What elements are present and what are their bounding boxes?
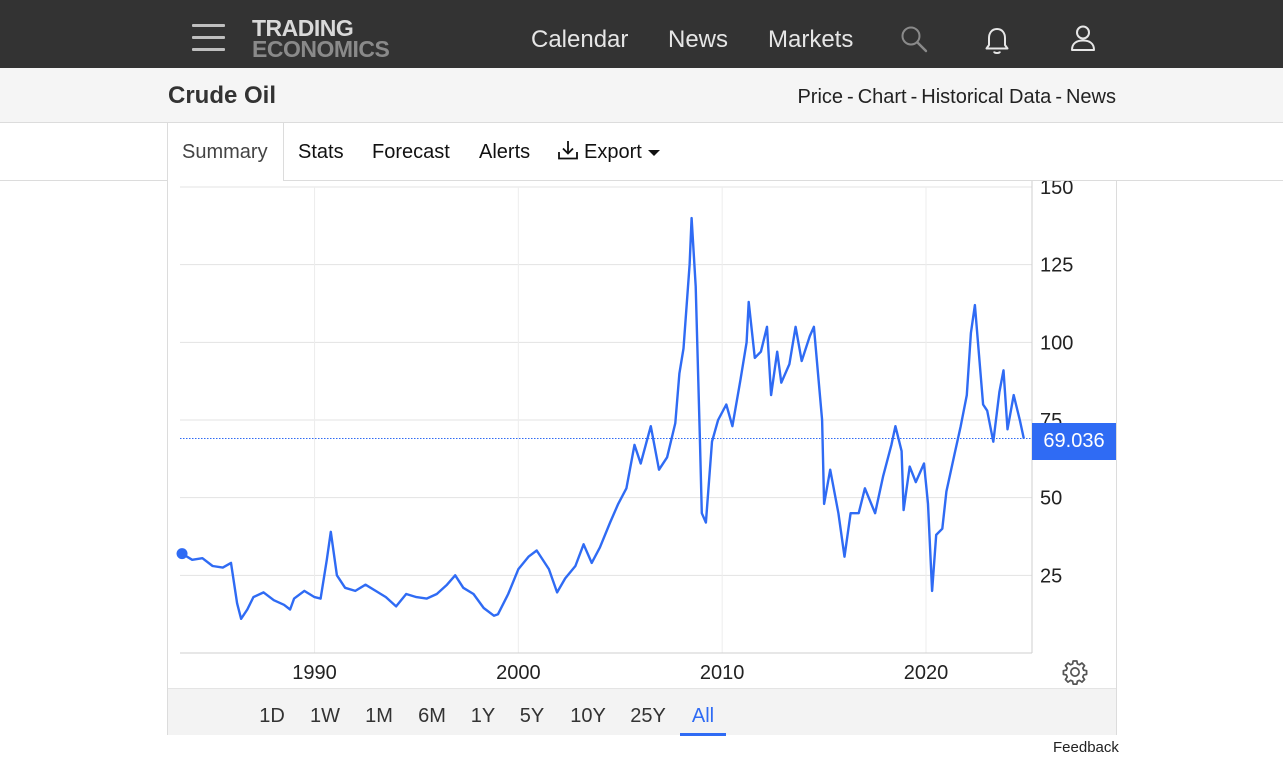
breadcrumb-separator: - bbox=[847, 86, 854, 108]
export-label: Export bbox=[584, 141, 642, 163]
breadcrumb-separator: - bbox=[1055, 86, 1062, 108]
nav-link-markets[interactable]: Markets bbox=[768, 26, 854, 53]
x-tick-label: 2010 bbox=[700, 662, 745, 684]
range-10y-button[interactable]: 10Y bbox=[570, 705, 606, 727]
logo-line-1: TRADING bbox=[252, 15, 354, 41]
range-1w-button[interactable]: 1W bbox=[310, 705, 340, 727]
trading-economics-logo[interactable]: TRADING ECONOMICS bbox=[252, 15, 390, 62]
breadcrumb: Price - Chart - Historical Data - News bbox=[797, 86, 1116, 108]
bell-icon[interactable] bbox=[984, 26, 1010, 56]
logo-line-2: ECONOMICS bbox=[252, 36, 390, 62]
x-tick-label: 2020 bbox=[904, 662, 949, 684]
y-tick-label: 25 bbox=[1040, 565, 1062, 587]
y-tick-label: 100 bbox=[1040, 332, 1073, 354]
breadcrumb-historical-data[interactable]: Historical Data bbox=[921, 86, 1052, 108]
range-1m-button[interactable]: 1M bbox=[365, 705, 393, 727]
download-icon bbox=[558, 141, 578, 160]
x-tick-label: 2000 bbox=[496, 662, 541, 684]
tab-alerts[interactable]: Alerts bbox=[479, 141, 531, 163]
range-selector: 1D 1W 1M 6M 1Y 5Y 10Y 25Y All bbox=[168, 688, 1116, 736]
range-6m-button[interactable]: 6M bbox=[418, 705, 446, 727]
price-series-line bbox=[181, 216, 1025, 620]
user-icon[interactable] bbox=[1070, 24, 1096, 52]
breadcrumb-news[interactable]: News bbox=[1065, 86, 1116, 108]
tab-summary[interactable]: Summary bbox=[167, 123, 284, 182]
y-tick-label: 50 bbox=[1040, 488, 1062, 510]
top-navbar: TRADING ECONOMICS Calendar News Markets bbox=[0, 0, 1283, 68]
feedback-link[interactable]: Feedback bbox=[1053, 739, 1119, 756]
chevron-down-icon bbox=[647, 149, 660, 156]
range-all-button[interactable]: All bbox=[680, 689, 726, 736]
current-price-label: 69.036 bbox=[1032, 423, 1116, 460]
breadcrumb-separator: - bbox=[910, 86, 918, 108]
nav-link-news[interactable]: News bbox=[668, 26, 729, 53]
y-tick-label: 150 bbox=[1040, 181, 1073, 199]
x-tick-label: 1990 bbox=[292, 662, 337, 684]
range-25y-button[interactable]: 25Y bbox=[630, 705, 666, 727]
chart-panel: 25 50 75 100 125 150 1990 2000 2010 2020 69.036 1… bbox=[167, 181, 1117, 736]
page-header: Crude Oil Price - Chart - Historical Data - Ne… bbox=[0, 68, 1283, 123]
tab-forecast[interactable]: Forecast bbox=[372, 141, 450, 163]
breadcrumb-chart[interactable]: Chart bbox=[857, 86, 907, 108]
tab-stats[interactable]: Stats bbox=[298, 141, 344, 163]
breadcrumb-price[interactable]: Price bbox=[797, 86, 844, 108]
y-tick-label: 125 bbox=[1040, 255, 1073, 277]
range-1d-button[interactable]: 1D bbox=[259, 705, 285, 727]
range-5y-button[interactable]: 5Y bbox=[519, 705, 545, 727]
range-1y-button[interactable]: 1Y bbox=[470, 705, 496, 727]
tab-export[interactable]: Export bbox=[557, 123, 660, 181]
menu-icon[interactable] bbox=[192, 24, 226, 52]
gear-icon[interactable] bbox=[1062, 659, 1088, 685]
nav-link-calendar[interactable]: Calendar bbox=[531, 26, 629, 53]
page-title: Crude Oil bbox=[168, 82, 277, 109]
series-start-marker bbox=[176, 548, 188, 560]
tabs-bar: Summary Stats Forecast Alerts Export bbox=[0, 123, 1283, 182]
search-icon[interactable] bbox=[900, 25, 928, 53]
